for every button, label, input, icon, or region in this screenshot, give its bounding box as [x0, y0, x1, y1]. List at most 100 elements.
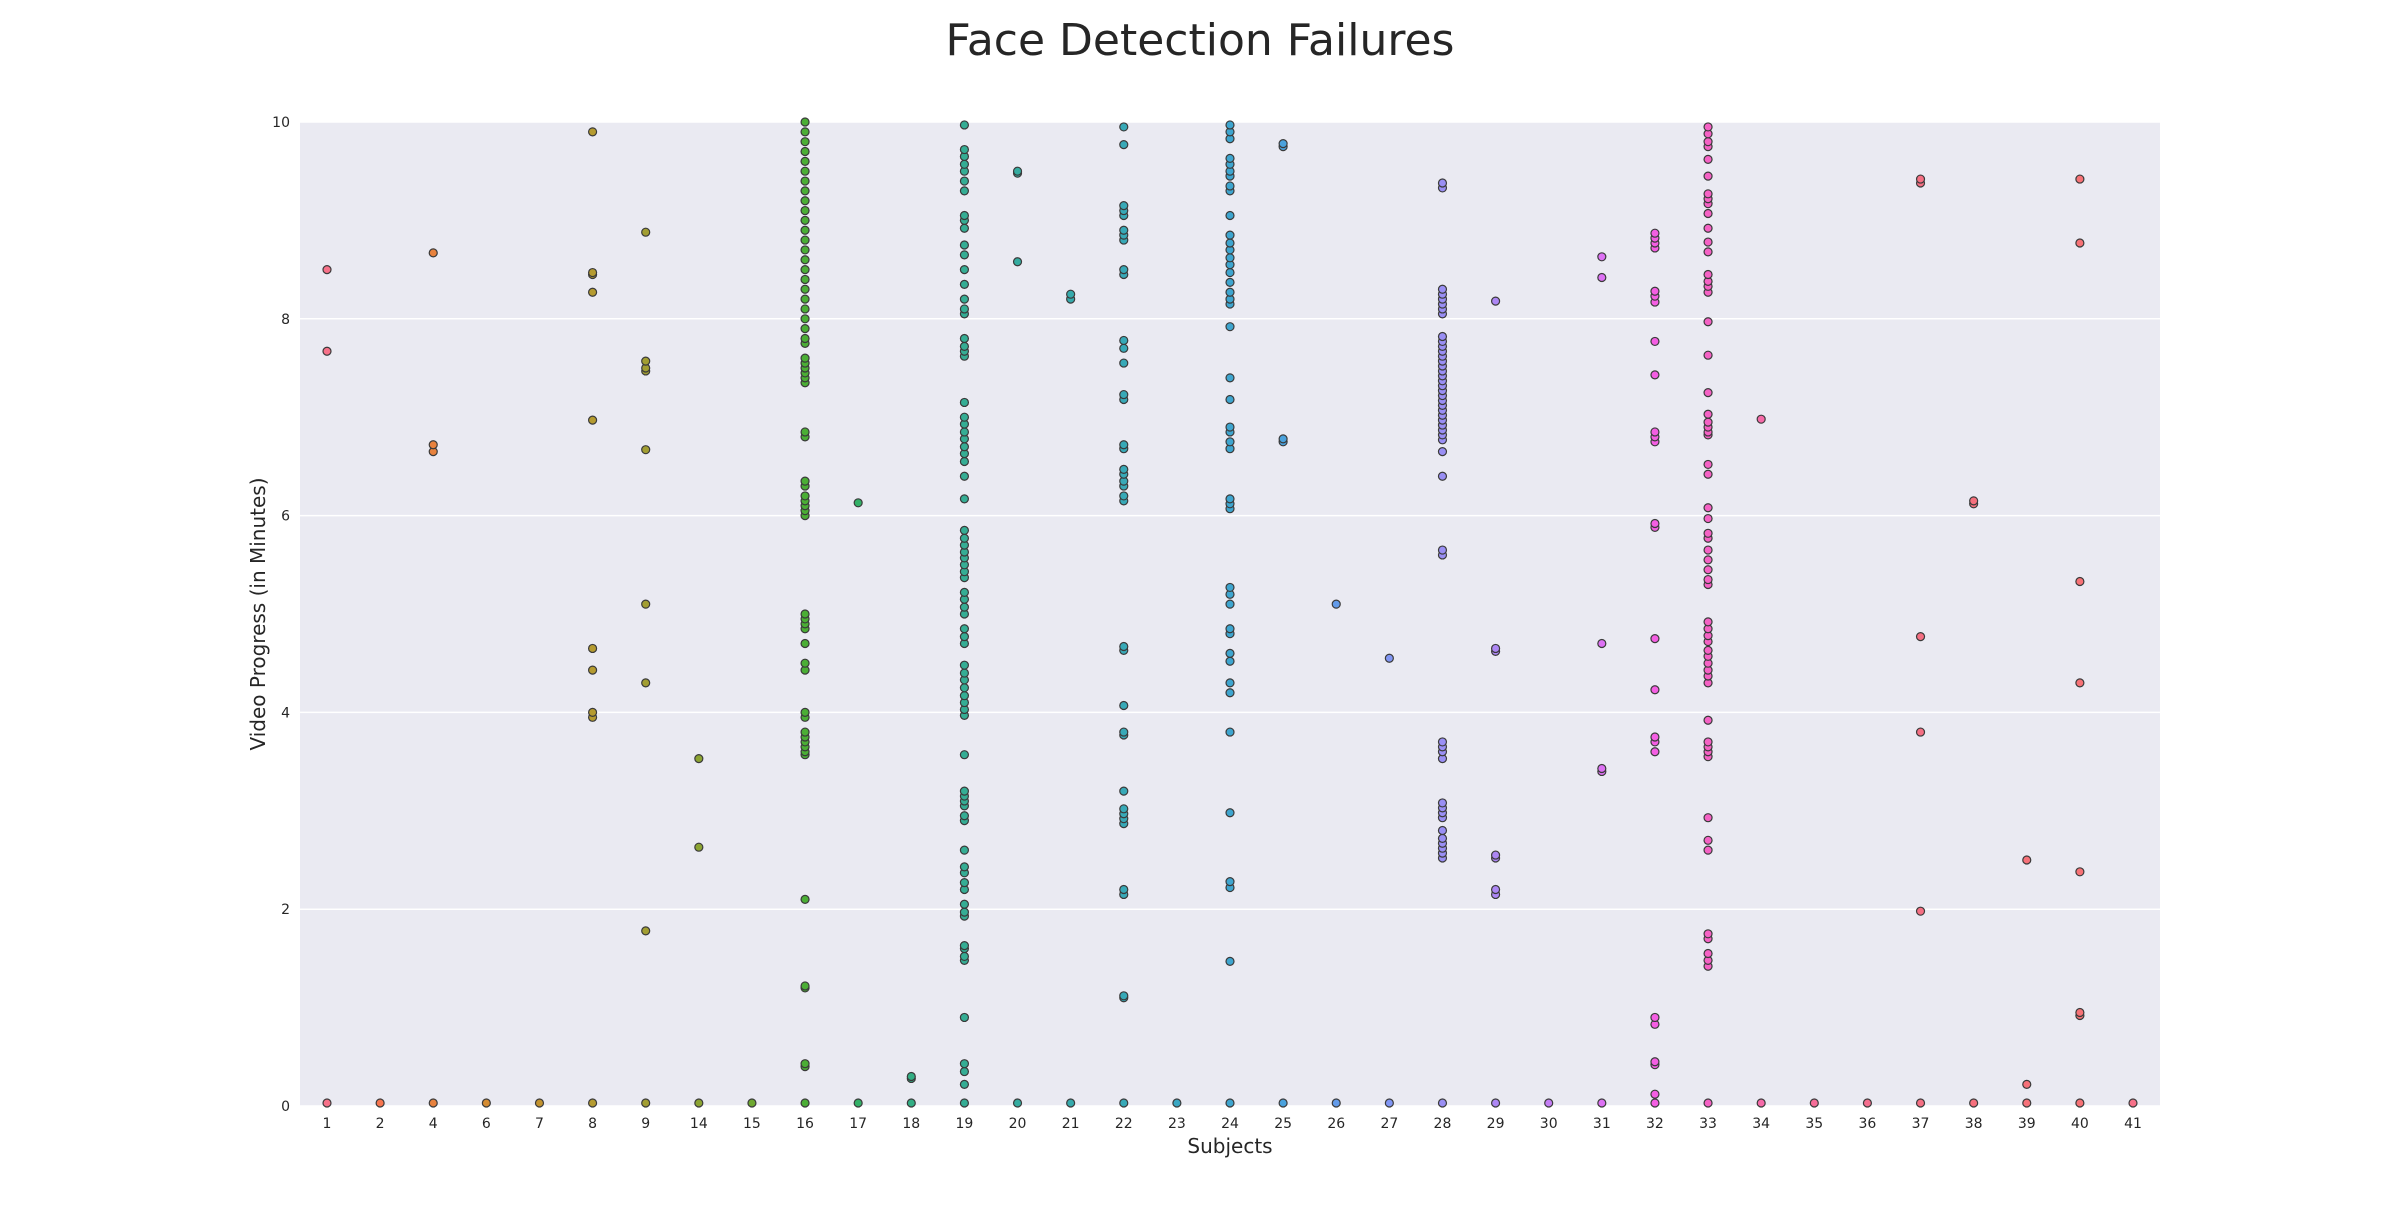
x-tick-label: 20	[1009, 1116, 1027, 1132]
data-point	[1066, 1098, 1076, 1108]
data-point	[800, 265, 810, 275]
series-subject-25	[1278, 139, 1288, 1108]
data-point	[1225, 494, 1235, 504]
data-point	[959, 845, 970, 855]
data-point	[800, 353, 810, 363]
data-point	[1119, 440, 1129, 450]
data-point	[1437, 798, 1448, 808]
data-point	[800, 333, 810, 344]
data-point	[587, 287, 598, 297]
x-tick-label: 32	[1646, 1116, 1664, 1132]
data-point	[2075, 174, 2085, 184]
data-point	[959, 811, 970, 821]
data-point	[2022, 1098, 2032, 1108]
series-subject-21	[1066, 289, 1076, 1108]
x-tick-label: 4	[429, 1116, 438, 1132]
data-point	[800, 324, 810, 334]
data-point	[959, 1066, 970, 1077]
x-tick-label: 16	[796, 1116, 814, 1132]
x-tick-label: 24	[1221, 1116, 1239, 1132]
data-point	[587, 127, 598, 137]
data-point	[1331, 1098, 1341, 1108]
x-tick-label: 19	[955, 1116, 973, 1132]
data-point	[800, 215, 810, 225]
x-tick-label: 8	[588, 1116, 597, 1132]
y-tick-label: 8	[281, 312, 290, 328]
data-point	[641, 1098, 651, 1108]
data-point	[322, 265, 332, 275]
data-point	[747, 1098, 757, 1108]
series-subject-6	[481, 1098, 491, 1108]
data-point	[428, 248, 438, 258]
data-point	[906, 1098, 916, 1108]
data-point	[2022, 1079, 2032, 1089]
data-point	[1225, 153, 1235, 164]
data-point	[587, 267, 598, 278]
data-point	[1437, 737, 1448, 747]
data-point	[1650, 518, 1660, 529]
data-point	[1703, 247, 1713, 257]
data-point	[800, 235, 810, 245]
data-point	[1703, 459, 1713, 470]
data-point	[1650, 685, 1660, 695]
data-point	[1225, 656, 1235, 666]
data-point	[959, 1059, 970, 1069]
x-tick-label: 17	[849, 1116, 867, 1132]
data-point	[2075, 867, 2085, 877]
data-point	[800, 294, 810, 304]
data-point	[587, 415, 598, 425]
data-point	[428, 440, 438, 450]
data-point	[959, 250, 970, 260]
data-point	[1225, 688, 1235, 698]
data-point	[959, 442, 970, 452]
data-point	[800, 196, 810, 206]
data-point	[1437, 1098, 1448, 1108]
series-subject-20	[1012, 166, 1023, 1108]
data-point	[959, 210, 970, 221]
data-point	[800, 727, 810, 737]
data-point	[1915, 174, 1926, 184]
data-point	[1225, 624, 1235, 634]
data-point	[1597, 763, 1607, 774]
data-point	[1225, 877, 1235, 887]
data-point	[1703, 845, 1713, 855]
data-point	[800, 205, 810, 216]
data-point	[1225, 287, 1235, 297]
x-tick-label: 18	[902, 1116, 920, 1132]
data-point	[641, 445, 651, 455]
x-tick-label: 6	[482, 1116, 491, 1132]
data-point	[1225, 394, 1235, 405]
data-point	[1172, 1098, 1182, 1108]
data-point	[322, 1098, 332, 1108]
data-point	[1703, 555, 1713, 565]
data-point	[1278, 434, 1288, 444]
data-point	[1225, 230, 1235, 240]
series-subject-32	[1650, 228, 1660, 1108]
data-point	[959, 341, 970, 351]
data-point	[1703, 813, 1713, 823]
x-tick-label: 28	[1434, 1116, 1452, 1132]
data-point	[1703, 237, 1713, 247]
data-point	[1437, 331, 1448, 342]
data-point	[1703, 513, 1713, 524]
data-point	[481, 1098, 491, 1108]
data-point	[800, 491, 810, 501]
data-point	[1119, 786, 1129, 796]
y-tick-label: 4	[281, 705, 290, 721]
x-tick-label: 41	[2124, 1116, 2142, 1132]
data-point	[1703, 929, 1713, 939]
data-point	[1650, 286, 1660, 296]
series-subject-28	[1437, 178, 1448, 1108]
data-point	[1544, 1098, 1554, 1108]
data-point	[959, 1012, 970, 1023]
data-point	[1225, 181, 1235, 191]
series-subject-19	[959, 120, 970, 1108]
data-point	[1119, 201, 1129, 211]
x-tick-label: 7	[535, 1116, 544, 1132]
data-point	[587, 707, 598, 718]
data-point	[1703, 645, 1713, 656]
data-points	[322, 117, 2138, 1108]
data-point	[1437, 284, 1448, 294]
data-point	[587, 643, 598, 654]
data-point	[1650, 1098, 1660, 1108]
